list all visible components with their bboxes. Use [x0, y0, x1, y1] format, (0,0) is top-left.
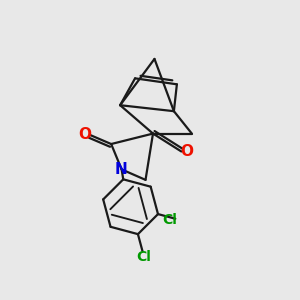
Text: N: N	[115, 162, 128, 177]
Text: Cl: Cl	[136, 250, 152, 264]
Text: O: O	[180, 144, 193, 159]
Text: O: O	[78, 127, 92, 142]
Text: Cl: Cl	[163, 213, 177, 227]
